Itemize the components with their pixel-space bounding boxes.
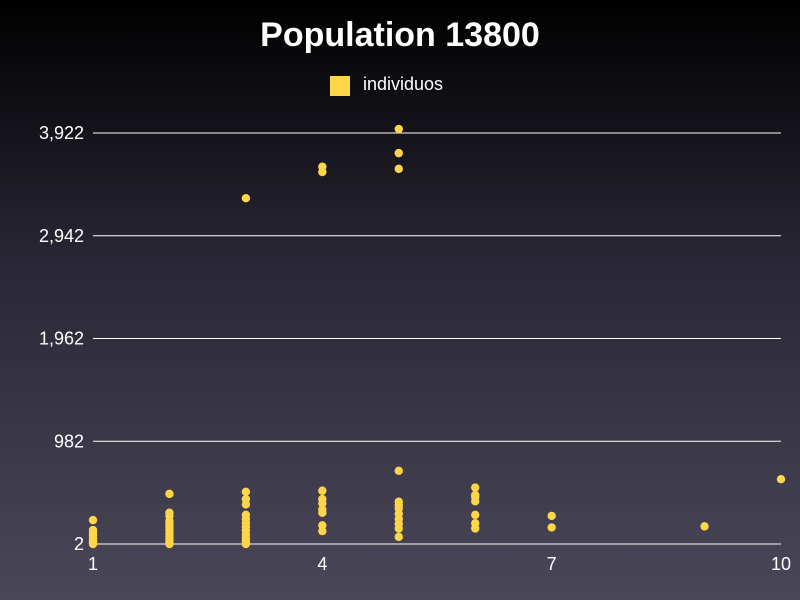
data-point — [165, 508, 174, 517]
data-point — [776, 475, 786, 484]
data-point — [241, 494, 251, 504]
legend-label: individuos — [363, 74, 443, 94]
x-tick-label: 1 — [88, 554, 98, 574]
legend-swatch — [330, 76, 350, 96]
data-point — [394, 532, 403, 542]
legend: individuos — [330, 74, 443, 96]
y-gridlines — [93, 132, 781, 545]
data-point — [471, 483, 480, 492]
data-point — [394, 164, 403, 174]
x-tick-label: 4 — [317, 554, 327, 574]
data-point — [88, 525, 98, 535]
data-point — [547, 511, 556, 521]
x-tick-label: 7 — [547, 554, 557, 574]
x-axis-ticks: 1 4 7 10 — [88, 554, 791, 574]
data-point — [318, 505, 327, 514]
data-point — [471, 519, 480, 528]
chart-title: Population 13800 — [260, 16, 540, 54]
data-point — [394, 466, 403, 476]
data-points — [88, 124, 786, 549]
data-point — [165, 489, 174, 499]
data-point — [471, 510, 480, 520]
y-tick-label: 2,942 — [39, 226, 84, 246]
data-point — [241, 487, 251, 496]
data-point — [318, 521, 327, 530]
y-axis-ticks: 2 982 1,962 2,942 3,922 — [39, 123, 84, 554]
y-tick-label: 2 — [74, 534, 84, 554]
data-point — [394, 124, 403, 134]
data-point — [241, 194, 251, 203]
data-point — [394, 148, 403, 158]
data-point — [471, 490, 480, 500]
data-point — [318, 526, 327, 536]
data-point — [88, 515, 98, 525]
data-point — [700, 522, 709, 531]
data-point — [318, 486, 327, 495]
y-tick-label: 1,962 — [39, 329, 84, 349]
y-tick-label: 982 — [54, 431, 84, 451]
data-point — [547, 523, 556, 532]
x-tick-label: 10 — [771, 554, 791, 574]
data-point — [318, 162, 327, 171]
data-point — [318, 494, 327, 504]
data-point — [241, 510, 251, 520]
y-tick-label: 3,922 — [39, 123, 84, 143]
data-point — [394, 497, 403, 506]
